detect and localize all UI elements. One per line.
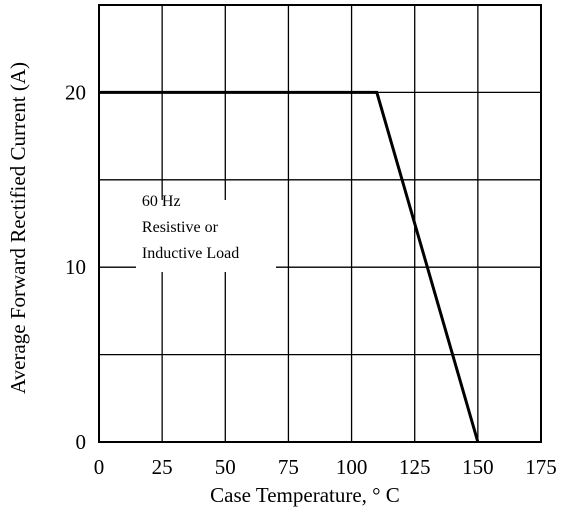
annotation-background [136, 200, 276, 272]
x-tick-label: 25 [152, 455, 173, 479]
annotation: 60 Hz Resistive or Inductive Load [142, 193, 239, 262]
annotation-line: Inductive Load [142, 245, 239, 262]
x-axis-title: Case Temperature, ° C [210, 483, 400, 507]
x-tick-label: 150 [462, 455, 494, 479]
series-line [99, 90, 480, 443]
x-tick-label: 75 [278, 455, 299, 479]
y-tick-label: 20 [65, 80, 86, 104]
y-tick-labels: 0 10 20 [65, 80, 86, 454]
x-tick-label: 100 [336, 455, 368, 479]
y-axis-title: Average Forward Rectified Current (A) [6, 62, 30, 394]
x-tick-label: 175 [525, 455, 557, 479]
series-layer [99, 90, 480, 443]
annotation-line: 60 Hz [142, 193, 181, 210]
x-tick-labels: 0 25 50 75 100 125 150 175 [94, 455, 557, 479]
y-tick-label: 10 [65, 255, 86, 279]
x-tick-label: 0 [94, 455, 105, 479]
plot-frame [98, 4, 542, 443]
x-tick-label: 125 [399, 455, 431, 479]
x-tick-label: 50 [215, 455, 236, 479]
y-tick-label: 0 [76, 430, 87, 454]
annotation-line: Resistive or [142, 219, 219, 236]
